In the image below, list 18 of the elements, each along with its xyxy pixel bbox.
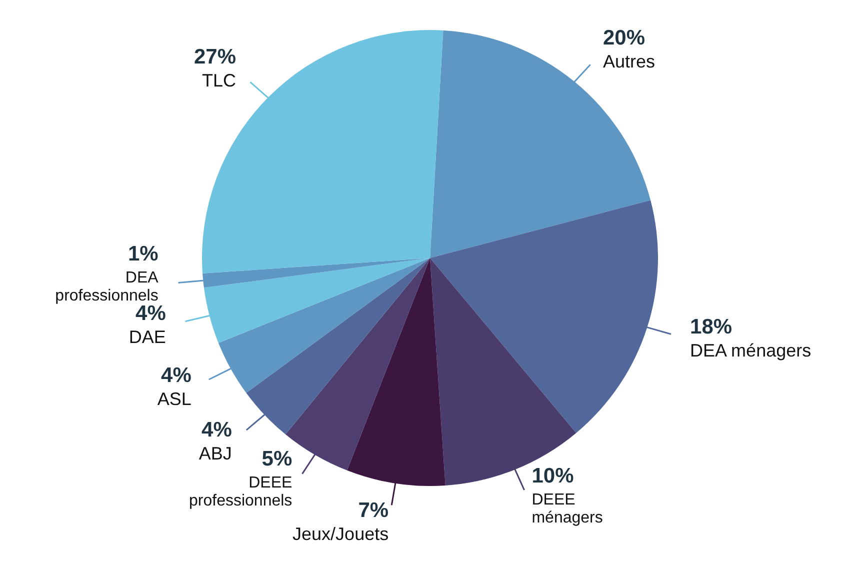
data-label: 5% — [262, 447, 292, 470]
data-label: 27% — [194, 45, 236, 68]
data-label: 18% — [690, 316, 732, 339]
slice-label: TLC — [202, 70, 236, 90]
slice-label: Jeux/Jouets — [292, 524, 389, 544]
data-label: 7% — [358, 498, 389, 522]
data-label: 4% — [161, 364, 192, 388]
slice-label: DEEE ménagers — [532, 492, 603, 527]
slice-label: ASL — [157, 389, 192, 410]
data-label: 4% — [202, 418, 232, 442]
data-label: 20% — [603, 26, 646, 50]
slice-label: DEA ménagers — [690, 340, 812, 361]
slice-label: ABJ — [198, 443, 232, 464]
data-label: 10% — [532, 464, 574, 488]
slice-label: Autres — [603, 52, 656, 72]
slice-label: DAE — [128, 326, 166, 347]
data-label: 1% — [128, 242, 159, 266]
slice-label: DEEE professionnels — [188, 474, 292, 510]
